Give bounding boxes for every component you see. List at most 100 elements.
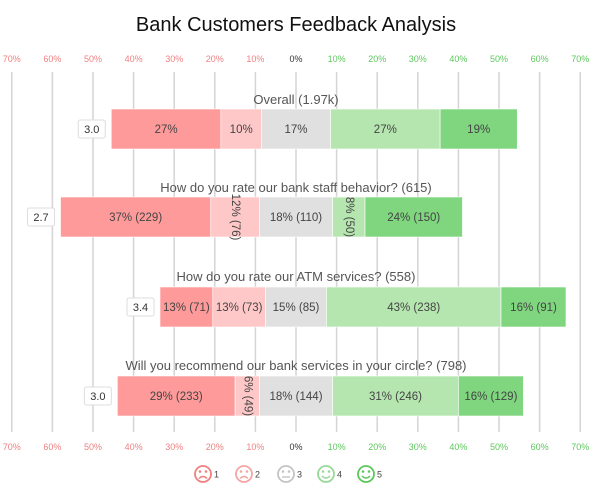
- bar-segment: [159, 286, 214, 328]
- average-badge: [83, 386, 112, 406]
- x-tick-label: 50%: [84, 442, 102, 452]
- x-tick-label: 20%: [206, 442, 224, 452]
- segment-label: 27%: [155, 124, 178, 136]
- axis-ticks: 70% 70% 60% 60% 50% 50% 40% 40% 30% 30% 20% 20% 10% 1…: [3, 54, 589, 452]
- question-row: How do you rate our bank staff behavior?…: [27, 180, 463, 241]
- segment-label: 18% (144): [269, 391, 322, 403]
- chart-title: Bank Customers Feedback Analysis: [136, 14, 456, 36]
- x-tick-label: 20%: [206, 54, 224, 64]
- neutral-face-icon: [277, 465, 295, 483]
- bar-segment: [326, 286, 502, 328]
- segment-label: 12% (76): [229, 194, 241, 241]
- bar-segment: [265, 286, 327, 328]
- segment-label: 18% (110): [270, 212, 322, 224]
- x-tick-label: 40%: [449, 442, 467, 452]
- x-tick-label: 0%: [289, 54, 302, 64]
- bar-segment: [332, 196, 366, 238]
- segment-label: 15% (85): [273, 302, 320, 314]
- segment-label: 24% (150): [387, 212, 440, 224]
- x-tick-label: 50%: [490, 54, 508, 64]
- x-tick-label: 50%: [84, 54, 102, 64]
- bar-segment: [212, 286, 266, 328]
- segment-label: 43% (238): [387, 302, 440, 314]
- bar-segment: [117, 375, 236, 417]
- segment-label: 10%: [230, 124, 253, 136]
- segment-label: 6% (49): [241, 376, 253, 416]
- segment-label: 13% (73): [216, 302, 263, 314]
- bar-segment: [332, 375, 459, 417]
- segment-label: 27%: [374, 124, 397, 136]
- x-tick-label: 0%: [289, 442, 302, 452]
- segment-label: 19%: [467, 124, 490, 136]
- bar-segment: [330, 108, 441, 150]
- x-tick-label: 40%: [449, 54, 467, 64]
- segment-label: 16% (91): [510, 302, 557, 314]
- legend-item: 1: [194, 465, 219, 483]
- question-rows: Overall (1.97k) 3.0 27% 10% 17% 27% 19% How do …: [27, 92, 567, 417]
- x-tick-label: 10%: [328, 54, 346, 64]
- x-tick-label: 30%: [165, 54, 183, 64]
- x-tick-label: 40%: [125, 442, 143, 452]
- x-tick-label: 70%: [571, 54, 589, 64]
- x-tick-label: 50%: [490, 442, 508, 452]
- x-tick-label: 70%: [571, 442, 589, 452]
- average-score: 3.0: [84, 124, 99, 136]
- average-badge: [126, 297, 155, 317]
- x-tick-label: 60%: [531, 442, 549, 452]
- bar-segment: [500, 286, 567, 328]
- bar-segment: [439, 108, 518, 150]
- average-score: 3.4: [133, 302, 148, 314]
- x-tick-label: 30%: [165, 442, 183, 452]
- question-label: How do you rate our ATM services? (558): [177, 269, 416, 284]
- legend: 1 2 3 4 5: [194, 465, 382, 483]
- segment-label: 17%: [284, 124, 307, 136]
- bar-segment: [210, 196, 260, 238]
- question-label: How do you rate our bank staff behavior?…: [160, 180, 431, 195]
- legend-label: 5: [377, 470, 382, 480]
- legend-item: 4: [317, 465, 342, 483]
- legend-item: 2: [235, 465, 260, 483]
- question-label: Will you recommend our bank services in …: [125, 358, 466, 373]
- x-tick-label: 30%: [409, 54, 427, 64]
- sad-face-icon: [194, 465, 212, 483]
- legend-label: 3: [297, 470, 302, 480]
- bar-segment: [458, 375, 524, 417]
- bar-segment: [259, 196, 333, 238]
- legend-label: 2: [255, 470, 260, 480]
- average-score: 3.0: [90, 391, 105, 403]
- x-tick-label: 10%: [246, 442, 264, 452]
- legend-item: 5: [357, 465, 382, 483]
- average-badge: [27, 207, 56, 227]
- legend-label: 1: [214, 470, 219, 480]
- legend-item: 3: [277, 465, 302, 483]
- segment-label: 13% (71): [163, 302, 210, 314]
- happy-face-icon: [357, 465, 375, 483]
- sad-face-icon: [235, 465, 253, 483]
- legend-label: 4: [337, 470, 342, 480]
- bar-segment: [60, 196, 212, 238]
- x-tick-label: 70%: [3, 442, 21, 452]
- bar-segment: [364, 196, 463, 238]
- x-tick-label: 60%: [531, 54, 549, 64]
- question-row: Will you recommend our bank services in …: [83, 358, 524, 417]
- bar-segment: [261, 108, 331, 150]
- question-row: Overall (1.97k) 3.0 27% 10% 17% 27% 19%: [77, 92, 518, 150]
- happy-face-icon: [317, 465, 335, 483]
- x-tick-label: 40%: [125, 54, 143, 64]
- segment-label: 29% (233): [150, 391, 203, 403]
- x-tick-label: 60%: [43, 54, 61, 64]
- question-row: How do you rate our ATM services? (558) 3…: [126, 269, 567, 328]
- x-tick-label: 10%: [328, 442, 346, 452]
- bar-segment: [110, 108, 222, 150]
- x-tick-label: 20%: [368, 54, 386, 64]
- segment-label: 16% (129): [464, 391, 517, 403]
- x-tick-label: 10%: [246, 54, 264, 64]
- segment-label: 37% (229): [109, 212, 162, 224]
- average-badge: [77, 119, 106, 139]
- x-tick-label: 20%: [368, 442, 386, 452]
- x-tick-label: 30%: [409, 442, 427, 452]
- x-tick-label: 60%: [43, 442, 61, 452]
- bar-segment: [259, 375, 333, 417]
- bar-segment: [220, 108, 262, 150]
